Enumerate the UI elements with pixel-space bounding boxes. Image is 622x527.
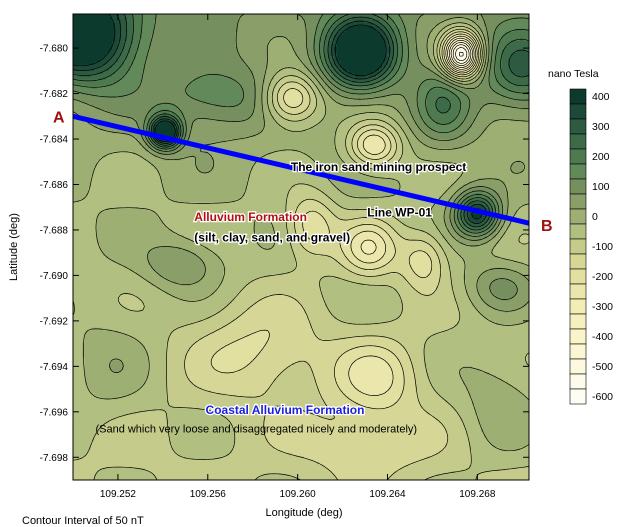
figure-root: 109.252 109.256 109.260 109.264 109.268 -7.68… xyxy=(0,0,622,527)
contour-map-chart: 109.252 109.256 109.260 109.264 109.268-7.68… xyxy=(0,0,622,527)
